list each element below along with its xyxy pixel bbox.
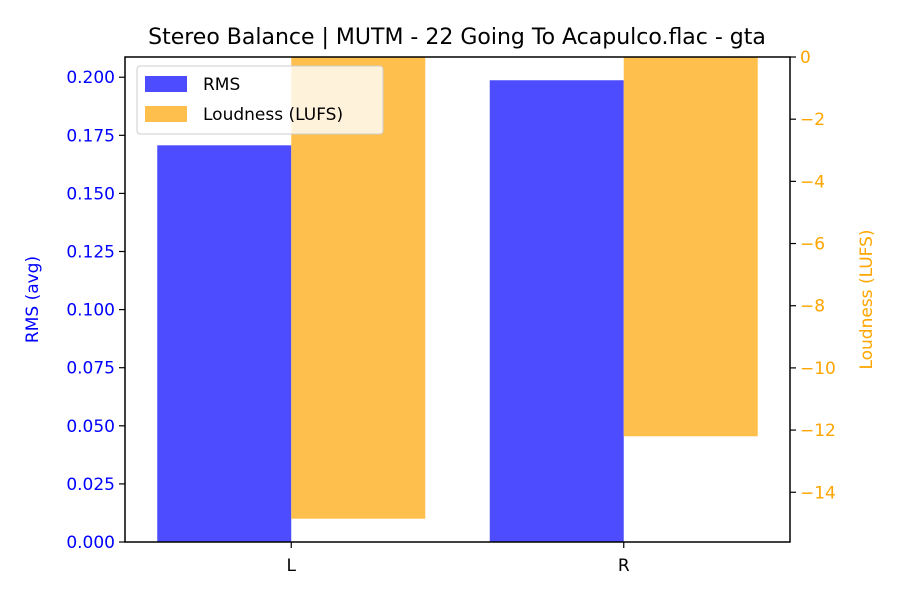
right-tick-label: −12 (800, 421, 836, 441)
left-tick-label: 0.025 (66, 475, 115, 495)
right-tick-label: −14 (800, 483, 836, 503)
right-tick-label: −8 (800, 297, 825, 317)
legend-swatch (145, 76, 187, 92)
left-tick-label: 0.100 (66, 301, 115, 321)
bars-layer (157, 57, 758, 542)
left-axis-label: RMS (avg) (23, 256, 43, 343)
right-tick-label: −6 (800, 235, 825, 255)
left-tick-label: 0.050 (66, 417, 115, 437)
right-tick-label: 0 (800, 48, 811, 68)
right-y-axis: 0 −2 −4 −6 −8 −10 −12 −14 (790, 48, 836, 503)
left-tick-label: 0.125 (66, 243, 115, 263)
legend-swatch (145, 106, 187, 122)
right-tick-label: −4 (800, 172, 825, 192)
left-tick-label: 0.175 (66, 126, 115, 146)
bar-rms-l (157, 145, 292, 542)
right-tick-label: −2 (800, 110, 825, 130)
legend-label: RMS (203, 75, 240, 95)
left-tick-label: 0.000 (66, 533, 115, 553)
right-tick-label: −10 (800, 359, 836, 379)
bar-loudness-lufs--r (623, 57, 758, 437)
bar-rms-r (489, 80, 624, 542)
left-tick-label: 0.150 (66, 184, 115, 204)
legend-box (136, 65, 384, 135)
x-tick-label: L (287, 556, 297, 576)
chart-title: Stereo Balance | MUTM - 22 Going To Acap… (148, 25, 766, 50)
x-tick-label: R (618, 556, 630, 576)
plot-frame (124, 56, 791, 543)
legend-label: Loudness (LUFS) (203, 105, 343, 125)
legend: RMS Loudness (LUFS) (136, 65, 384, 135)
right-axis-label: Loudness (LUFS) (857, 229, 877, 369)
left-tick-label: 0.200 (66, 68, 115, 88)
left-y-axis: 0.000 0.025 0.050 0.075 0.100 0.125 0.150 0.175… (66, 68, 125, 553)
left-tick-label: 0.075 (66, 359, 115, 379)
